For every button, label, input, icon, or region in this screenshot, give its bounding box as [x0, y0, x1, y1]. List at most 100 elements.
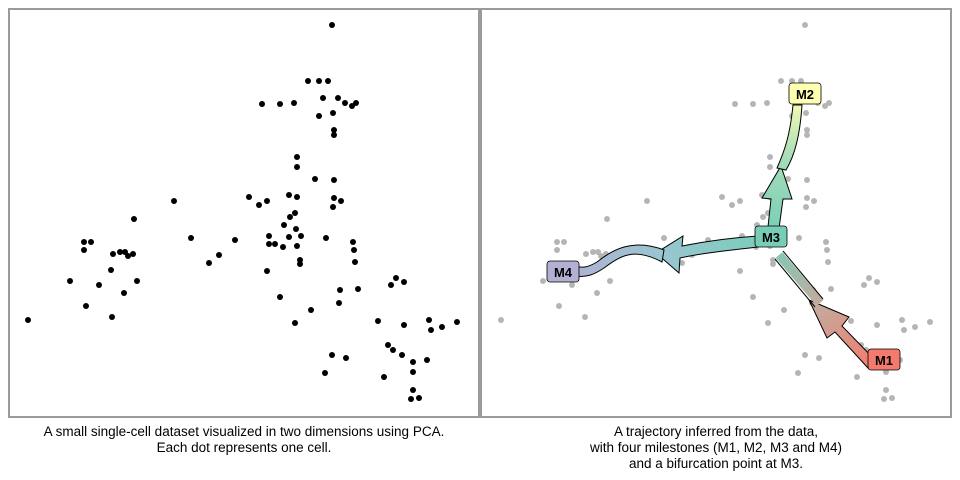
cell-point: [292, 210, 298, 216]
cell-point: [264, 268, 270, 274]
cell-point: [272, 241, 278, 247]
cell-point: [399, 352, 405, 358]
cell-point: [385, 342, 391, 348]
cell-point: [331, 195, 337, 201]
cell-point: [312, 176, 318, 182]
cell-point: [410, 387, 416, 393]
background-cell-point: [729, 202, 735, 208]
cell-point: [88, 239, 94, 245]
cell-point: [325, 78, 331, 84]
background-cell-point: [778, 78, 784, 84]
cell-point: [410, 369, 416, 375]
background-cell-point: [804, 132, 810, 138]
background-cell-point: [798, 78, 804, 84]
milestone-m4-label: M4: [554, 265, 573, 280]
background-cell-point: [874, 322, 880, 328]
cell-point: [375, 318, 381, 324]
cell-point: [337, 287, 343, 293]
background-cell-point: [802, 22, 808, 28]
trajectory-panel: M1 M2 M3 M4: [480, 8, 952, 418]
background-cell-point: [874, 279, 880, 285]
cell-point: [352, 259, 358, 265]
background-cell-point: [823, 239, 829, 245]
background-cell-point: [582, 314, 588, 320]
cell-point: [131, 216, 137, 222]
background-cell-point: [854, 374, 860, 380]
cell-point: [342, 100, 348, 106]
cell-point: [297, 257, 303, 263]
caption-pca-line-2: Each dot represents one cell.: [156, 440, 332, 455]
cell-point: [83, 303, 89, 309]
cell-point: [280, 244, 286, 250]
cell-point: [401, 279, 407, 285]
cell-point: [351, 247, 357, 253]
background-cell-point: [770, 257, 776, 263]
cell-point: [343, 355, 349, 361]
background-cell-point: [796, 235, 802, 241]
cell-point: [294, 243, 300, 249]
cell-point: [349, 103, 355, 109]
background-cell-point: [781, 307, 787, 313]
background-cell-point: [802, 352, 808, 358]
background-cell-point: [561, 239, 567, 245]
cell-point: [330, 110, 336, 116]
cell-point: [410, 359, 416, 365]
milestone-m1-label: M1: [875, 353, 893, 368]
background-cell-point: [719, 194, 725, 200]
cell-point: [388, 282, 394, 288]
background-cell-point: [912, 324, 918, 330]
background-cell-point: [804, 177, 810, 183]
background-cell-point: [795, 370, 801, 376]
cell-point: [67, 278, 73, 284]
background-cell-point: [803, 110, 809, 116]
cell-point: [298, 233, 304, 239]
cell-point: [408, 396, 414, 402]
cell-point: [188, 235, 194, 241]
cell-point: [125, 253, 131, 259]
background-cell-point: [822, 103, 828, 109]
background-cell-point: [750, 294, 756, 300]
cell-point: [316, 113, 322, 119]
background-cell-point: [848, 318, 854, 324]
transition-arrow-m3-m2: [761, 104, 803, 237]
background-cell-point: [785, 176, 791, 182]
cell-point: [393, 275, 399, 281]
background-cells: [498, 22, 933, 402]
cell-point: [316, 78, 322, 84]
background-cell-point: [883, 369, 889, 375]
cell-point: [25, 317, 31, 323]
background-cell-point: [803, 204, 809, 210]
cell-point: [216, 252, 222, 258]
background-cell-point: [750, 101, 756, 107]
background-cell-point: [737, 268, 743, 274]
cell-point: [355, 286, 361, 292]
cell-point: [81, 239, 87, 245]
background-cell-point: [816, 355, 822, 361]
cell-point: [331, 132, 337, 138]
cell-point: [246, 194, 252, 200]
cell-point: [305, 78, 311, 84]
background-cell-point: [861, 282, 867, 288]
background-cell-point: [554, 247, 560, 253]
cell-point: [416, 395, 422, 401]
caption-trajectory-line-2: with four milestones (M1, M2, M3 and M4): [589, 440, 843, 455]
cell-point: [287, 214, 293, 220]
cell-point: [266, 241, 272, 247]
background-cell-point: [883, 387, 889, 393]
cell-point: [294, 194, 300, 200]
cell-point: [454, 319, 460, 325]
background-cell-point: [767, 154, 773, 160]
cell-point: [350, 239, 356, 245]
background-cell-point: [889, 395, 895, 401]
trajectory-plot: M1 M2 M3 M4: [498, 22, 933, 402]
background-cell-point: [607, 278, 613, 284]
milestone-m1: M1: [867, 348, 901, 371]
milestone-m4: M4: [546, 260, 580, 283]
cell-point: [130, 251, 136, 257]
cell-point: [322, 370, 328, 376]
cell-point: [121, 290, 127, 296]
cell-point: [256, 202, 262, 208]
cell-point: [291, 100, 297, 106]
cell-point: [293, 226, 299, 232]
pca-scatter-plot: [25, 22, 460, 402]
